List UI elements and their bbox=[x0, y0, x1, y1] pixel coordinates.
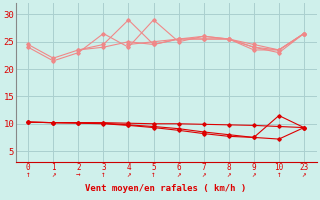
Text: ↗: ↗ bbox=[201, 170, 206, 179]
X-axis label: Vent moyen/en rafales ( km/h ): Vent moyen/en rafales ( km/h ) bbox=[85, 184, 247, 193]
Text: ↑: ↑ bbox=[26, 170, 30, 179]
Text: ↗: ↗ bbox=[227, 170, 231, 179]
Text: ↗: ↗ bbox=[176, 170, 181, 179]
Text: ↑: ↑ bbox=[101, 170, 106, 179]
Text: ↑: ↑ bbox=[151, 170, 156, 179]
Text: ↗: ↗ bbox=[302, 170, 306, 179]
Text: ↗: ↗ bbox=[126, 170, 131, 179]
Text: ↑: ↑ bbox=[276, 170, 281, 179]
Text: ↗: ↗ bbox=[51, 170, 56, 179]
Text: ↗: ↗ bbox=[252, 170, 256, 179]
Text: →: → bbox=[76, 170, 81, 179]
